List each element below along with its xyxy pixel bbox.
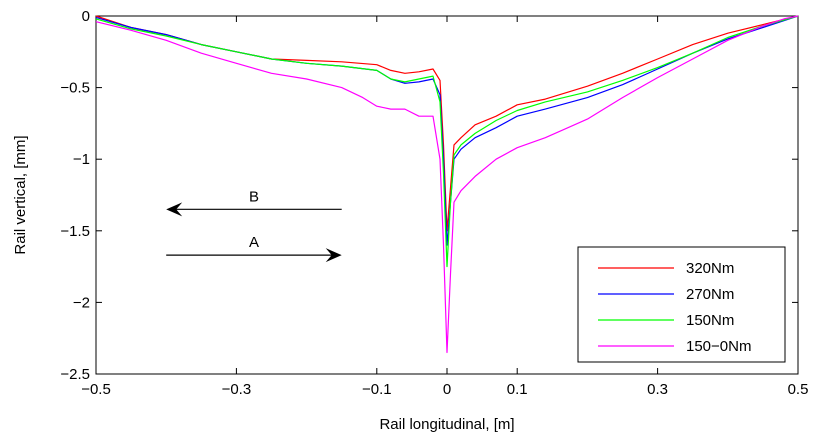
arrow-label-A: A [249,234,259,251]
legend-label: 320Nm [686,260,734,277]
legend-label: 150Nm [686,312,734,329]
x-tick-label: −0.5 [81,381,111,398]
series-layer [95,15,799,354]
arrow-A-head [325,248,342,263]
y-tick-label: −2 [73,294,90,311]
legend-box [577,246,786,363]
x-tick-label: 0 [443,381,451,398]
y-tick-label: −2.5 [60,366,90,383]
legend-label: 150−0Nm [686,338,751,355]
x-tick-label: −0.1 [362,381,392,398]
legend-label: 270Nm [686,286,734,303]
x-axis-label: Rail longitudinal, [m] [379,416,514,433]
x-tick-label: 0.1 [507,381,528,398]
y-tick-label: −1.5 [60,223,90,240]
y-tick-label: 0 [82,8,90,25]
arrow-label-B: B [249,188,259,205]
x-tick-label: 0.5 [788,381,809,398]
y-tick-label: −1 [73,151,90,168]
arrow-B-head [166,202,183,217]
y-tick-label: −0.5 [60,80,90,97]
y-axis-label: Rail vertical, [mm] [12,135,29,254]
series-line-3 [95,15,799,354]
x-tick-label: −0.3 [222,381,252,398]
x-tick-label: 0.3 [647,381,668,398]
axis-ticks: −0.5 −0.3 −0.1 0 0.1 0.3 0.5 0 −0.5 −1 −1.5 −2 −2.5 [60,8,808,398]
legend: 320Nm 270Nm 150Nm 150−0Nm [577,246,786,363]
series-line-2 [95,15,799,268]
annotations: BA [166,188,342,263]
